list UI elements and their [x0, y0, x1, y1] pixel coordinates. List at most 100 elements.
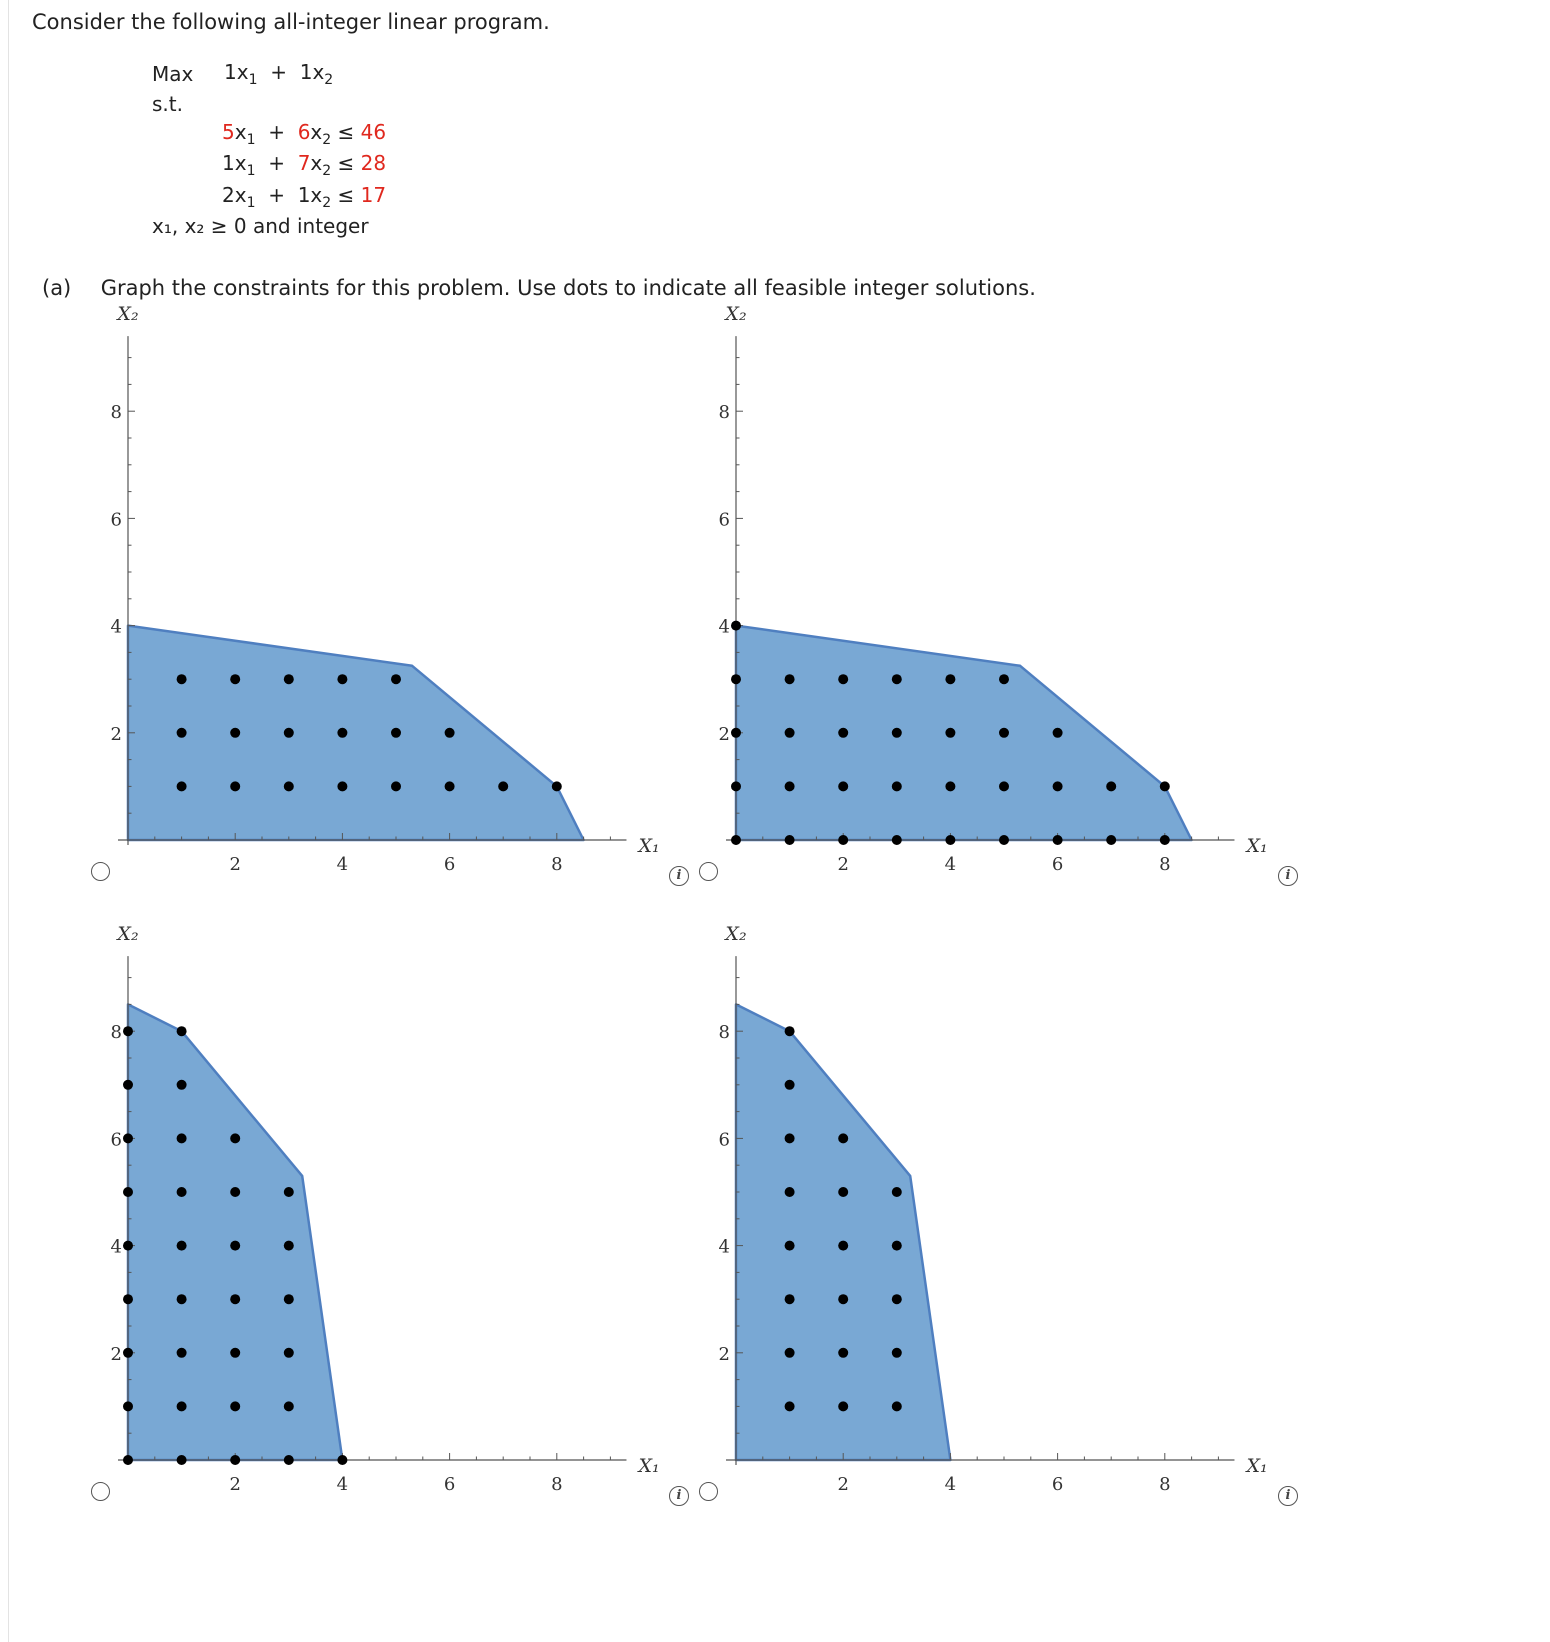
- feasible-integer-point: [731, 781, 741, 792]
- feasible-integer-point: [838, 835, 849, 845]
- feasible-integer-point: [176, 781, 187, 792]
- y-tick-label: 2: [719, 724, 730, 745]
- feasible-integer-point: [784, 1294, 795, 1305]
- feasible-integer-point: [337, 1455, 348, 1465]
- constraint-coef-a: 5: [222, 120, 235, 144]
- feasible-integer-point: [123, 1079, 133, 1090]
- y-tick-label: 2: [111, 1344, 122, 1365]
- feasible-integer-point: [838, 1187, 849, 1197]
- feasible-integer-point: [838, 1133, 849, 1144]
- feasible-integer-point: [551, 781, 562, 792]
- feasible-integer-point: [337, 674, 348, 685]
- option-a-info-icon[interactable]: i: [669, 866, 689, 886]
- feasible-integer-point: [391, 674, 401, 685]
- constraint-coef-a: 1: [222, 151, 235, 175]
- option-d-radio[interactable]: [699, 1482, 718, 1501]
- feasible-integer-point: [123, 1294, 133, 1305]
- chart-option-a: 2 4 6 8 2 4 6 8 X₁ X₂: [111, 303, 660, 875]
- feasible-integer-point: [444, 781, 455, 792]
- feasible-integer-point: [999, 781, 1009, 792]
- feasible-integer-point: [945, 727, 956, 738]
- problem-intro: Consider the following all-integer linea…: [32, 10, 550, 34]
- x-tick-label: 4: [945, 1474, 956, 1495]
- feasible-integer-point: [176, 1455, 187, 1465]
- feasible-integer-point: [784, 835, 795, 845]
- feasible-integer-point: [891, 727, 902, 738]
- feasible-integer-point: [1159, 781, 1170, 792]
- feasible-integer-point: [784, 1026, 795, 1037]
- nonnegativity-constraint: x₁, x₂ ≥ 0 and integer: [152, 214, 369, 238]
- feasible-integer-point: [123, 1133, 133, 1144]
- feasible-integer-point: [891, 674, 902, 685]
- feasible-integer-point: [444, 727, 455, 738]
- x-tick-label: 6: [444, 1474, 455, 1495]
- feasible-integer-point: [731, 835, 741, 845]
- x-tick-label: 4: [337, 1474, 348, 1495]
- y-axis-label: X₂: [723, 923, 746, 945]
- constraint-coef-a: 2: [222, 183, 235, 207]
- feasible-integer-point: [945, 781, 956, 792]
- feasible-integer-point: [891, 1401, 902, 1412]
- option-b-info-icon[interactable]: i: [1278, 866, 1298, 886]
- page-left-border: [8, 0, 9, 1642]
- constraint-coef-b: 1: [297, 183, 311, 207]
- x-tick-label: 2: [229, 1474, 240, 1495]
- feasible-integer-point: [230, 727, 241, 738]
- feasible-integer-point: [176, 1026, 187, 1037]
- y-tick-label: 8: [719, 1022, 730, 1043]
- feasible-integer-point: [999, 835, 1009, 845]
- y-axis-label: X₂: [115, 923, 138, 945]
- x-tick-label: 2: [837, 1474, 848, 1495]
- feasible-integer-point: [784, 781, 795, 792]
- feasible-integer-point: [230, 674, 241, 685]
- feasible-integer-point: [999, 727, 1009, 738]
- option-d-info-icon[interactable]: i: [1278, 1486, 1298, 1506]
- feasible-integer-point: [337, 727, 348, 738]
- y-tick-label: 8: [111, 1022, 122, 1043]
- feasible-integer-point: [230, 1187, 241, 1197]
- feasible-integer-point: [283, 1455, 294, 1465]
- feasible-integer-point: [999, 674, 1009, 685]
- objective-row: Max: [152, 62, 193, 86]
- feasible-integer-point: [176, 1133, 187, 1144]
- feasible-region: [126, 624, 585, 842]
- feasible-integer-point: [176, 727, 187, 738]
- y-tick-label: 6: [111, 1129, 122, 1150]
- feasible-integer-point: [337, 781, 348, 792]
- feasible-integer-point: [123, 1026, 133, 1037]
- feasible-integer-point: [283, 1187, 294, 1197]
- y-tick-label: 8: [719, 402, 730, 423]
- option-a-radio[interactable]: [91, 862, 110, 881]
- feasible-integer-point: [176, 1294, 187, 1305]
- x-tick-label: 8: [551, 1474, 562, 1495]
- feasible-integer-point: [784, 1401, 795, 1412]
- feasible-integer-point: [784, 1079, 795, 1090]
- feasible-integer-point: [838, 1347, 849, 1358]
- feasible-integer-point: [391, 781, 401, 792]
- y-tick-label: 4: [111, 617, 122, 638]
- y-tick-label: 8: [111, 402, 122, 423]
- option-b-radio[interactable]: [699, 862, 718, 881]
- part-a-tag: (a): [42, 276, 72, 300]
- feasible-integer-point: [498, 781, 509, 792]
- option-c-radio[interactable]: [91, 1482, 110, 1501]
- x-axis-label: X₁: [636, 1455, 659, 1477]
- feasible-integer-point: [891, 781, 902, 792]
- option-c-info-icon[interactable]: i: [669, 1486, 689, 1506]
- chart-option-d: 2 4 6 8 2 4 6 8 X₁ X₂: [719, 923, 1268, 1495]
- feasible-integer-point: [230, 1294, 241, 1305]
- feasible-integer-point: [891, 1240, 902, 1251]
- feasible-integer-point: [784, 674, 795, 685]
- x-tick-label: 2: [229, 854, 240, 875]
- feasible-integer-point: [731, 727, 741, 738]
- constraint-rhs: 17: [360, 183, 387, 207]
- feasible-integer-point: [891, 1294, 902, 1305]
- feasible-integer-point: [838, 727, 849, 738]
- feasible-integer-point: [731, 620, 741, 631]
- x-axis-label: X₁: [636, 835, 659, 857]
- feasible-integer-point: [891, 1187, 902, 1197]
- feasible-integer-point: [123, 1455, 133, 1465]
- constraint-rhs: 28: [360, 151, 387, 175]
- constraint-rhs: 46: [360, 120, 387, 144]
